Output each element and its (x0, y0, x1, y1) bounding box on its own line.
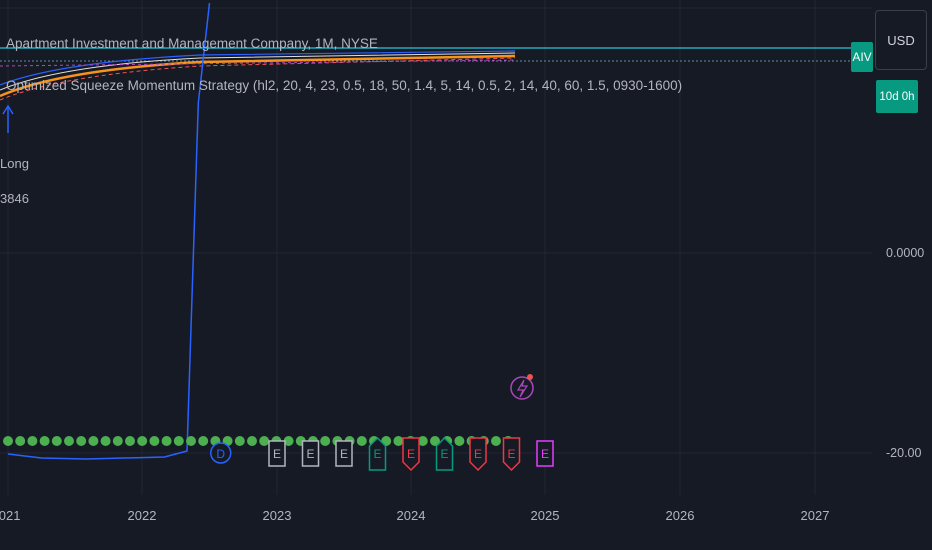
earnings-marker-label: E (474, 447, 482, 461)
split-event-badge (527, 374, 533, 380)
squeeze-dot (112, 436, 123, 446)
earnings-marker-label: E (541, 447, 549, 461)
squeeze-dot (417, 436, 428, 446)
earnings-marker-label: E (440, 447, 448, 461)
squeeze-dot (356, 436, 367, 446)
dividend-marker-label: D (216, 447, 225, 461)
bolt-icon (516, 379, 529, 398)
squeeze-dot (88, 436, 99, 446)
earnings-marker-label: E (273, 447, 281, 461)
squeeze-dot (15, 436, 26, 446)
squeeze-dot (247, 436, 257, 446)
split-event-icon (510, 376, 534, 400)
squeeze-dot (100, 436, 111, 446)
squeeze-dot (173, 436, 184, 446)
x-tick-label-2027: 2027 (800, 508, 830, 523)
earnings-marker (368, 436, 387, 471)
currency-button[interactable]: USD (875, 10, 927, 70)
earnings-marker-label: E (306, 447, 314, 461)
y-tick-label-0: 0.0000 (886, 246, 925, 260)
moving-average-orange (0, 54, 516, 98)
ticker-price-tag: AIV (851, 42, 873, 72)
squeeze-dot (161, 436, 172, 446)
moving-average-white (0, 52, 516, 91)
moving-average-red (0, 57, 516, 101)
squeeze-dot (51, 436, 62, 446)
earnings-marker (469, 437, 487, 472)
squeeze-dot (283, 436, 294, 446)
earnings-marker-label: E (407, 447, 415, 461)
squeeze-dot (3, 436, 13, 446)
squeeze-dot (137, 436, 148, 446)
x-tick-label-2022: 2022 (127, 508, 157, 523)
dividend-marker (210, 442, 232, 464)
momentum-line (7, 2, 211, 460)
x-tick-label-2025: 2025 (530, 508, 560, 523)
earnings-marker (536, 440, 554, 467)
earnings-marker (502, 437, 521, 472)
x-tick-label-2024: 2024 (396, 508, 426, 523)
bar-countdown-tag: 10d 0h (876, 80, 918, 113)
squeeze-dot (76, 436, 87, 446)
earnings-marker (335, 440, 353, 467)
squeeze-dot (39, 436, 50, 446)
moving-average-purple (0, 59, 516, 67)
earnings-marker-label: E (507, 447, 515, 461)
squeeze-dot (64, 436, 74, 446)
squeeze-dot (27, 436, 38, 446)
x-tick-label-2023: 2023 (262, 508, 292, 523)
earnings-marker-label: E (373, 447, 381, 461)
strategy-legend[interactable]: Optimized Squeeze Momentum Strategy (hl2… (6, 78, 683, 93)
squeeze-dot (430, 436, 440, 446)
squeeze-dot (491, 436, 501, 446)
trade-label: Long (0, 156, 29, 171)
squeeze-dot (198, 436, 209, 446)
trade-size: 3846 (0, 191, 29, 206)
squeeze-dot (149, 436, 160, 446)
earnings-marker (301, 440, 320, 467)
squeeze-dot (234, 436, 245, 446)
earnings-marker (402, 437, 420, 472)
chart-title[interactable]: Apartment Investment and Management Comp… (6, 36, 378, 51)
squeeze-dot (125, 436, 135, 446)
earnings-marker (435, 436, 454, 471)
squeeze-dot (259, 436, 270, 446)
x-tick-label-2026: 2026 (665, 508, 695, 523)
squeeze-dot (186, 436, 196, 446)
squeeze-dot (320, 436, 331, 446)
squeeze-dot (393, 436, 404, 446)
earnings-marker (268, 440, 286, 467)
x-tick-label-2021: 2021 (0, 508, 21, 523)
squeeze-dot (454, 436, 465, 446)
long-entry-arrow-head (2, 104, 14, 115)
earnings-marker-label: E (340, 447, 348, 461)
y-tick-label-1: -20.00 (886, 446, 922, 460)
